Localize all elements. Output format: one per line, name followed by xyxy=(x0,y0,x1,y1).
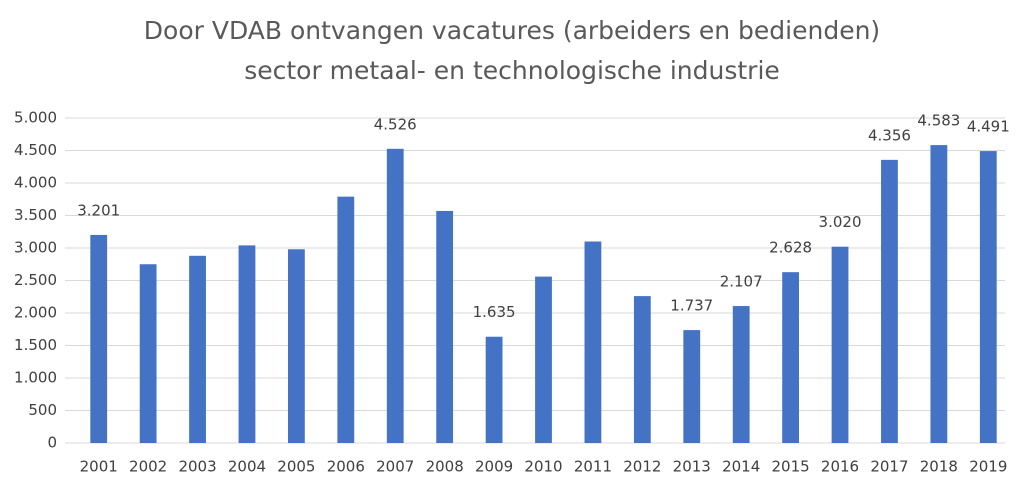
bar xyxy=(881,159,898,444)
bar xyxy=(436,210,454,443)
bar xyxy=(633,296,651,443)
y-tick-label: 3.500 xyxy=(14,206,57,224)
y-tick-label: 2.000 xyxy=(14,304,57,322)
bar xyxy=(683,330,701,443)
data-label: 2.628 xyxy=(769,239,812,257)
chart-subtitle: sector metaal- en technologische industr… xyxy=(244,56,780,85)
x-tick-label: 2002 xyxy=(129,458,167,476)
bar xyxy=(485,336,503,443)
y-tick-label: 1.500 xyxy=(14,336,57,354)
x-tick-label: 2011 xyxy=(574,458,612,476)
chart-title: Door VDAB ontvangen vacatures (arbeiders… xyxy=(144,16,880,45)
x-tick-label: 2019 xyxy=(969,458,1007,476)
bar xyxy=(139,264,157,443)
y-tick-label: 500 xyxy=(28,401,57,419)
x-tick-label: 2008 xyxy=(426,458,464,476)
bar xyxy=(930,145,948,444)
data-label: 1.737 xyxy=(670,297,713,315)
data-label: 2.107 xyxy=(720,273,763,291)
x-tick-label: 2017 xyxy=(870,458,908,476)
y-tick-label: 2.500 xyxy=(14,271,57,289)
x-tick-label: 2014 xyxy=(722,458,760,476)
bar xyxy=(337,196,355,443)
x-tick-label: 2012 xyxy=(623,458,661,476)
y-tick-label: 5.000 xyxy=(14,109,57,127)
data-label: 4.583 xyxy=(917,112,960,130)
x-tick-label: 2007 xyxy=(376,458,414,476)
x-tick-label: 2004 xyxy=(228,458,266,476)
y-tick-label: 0 xyxy=(47,434,57,452)
y-tick-label: 4.500 xyxy=(14,141,57,159)
bar xyxy=(189,255,206,443)
y-tick-label: 3.000 xyxy=(14,239,57,257)
data-label: 3.020 xyxy=(819,213,862,231)
data-label: 4.491 xyxy=(967,118,1010,136)
x-tick-label: 2005 xyxy=(277,458,315,476)
x-tick-label: 2016 xyxy=(821,458,859,476)
x-tick-label: 2006 xyxy=(327,458,365,476)
data-label: 3.201 xyxy=(77,201,120,219)
x-tick-label: 2009 xyxy=(475,458,513,476)
y-tick-label: 1.000 xyxy=(14,369,57,387)
x-tick-label: 2018 xyxy=(920,458,958,476)
bar xyxy=(782,272,800,443)
x-tick-label: 2003 xyxy=(178,458,216,476)
bar xyxy=(238,245,256,443)
x-tick-label: 2001 xyxy=(80,458,118,476)
bar xyxy=(584,241,602,443)
bar xyxy=(831,246,849,443)
bar xyxy=(535,276,552,443)
data-label: 1.635 xyxy=(473,303,516,321)
bar xyxy=(386,148,404,443)
x-tick-label: 2010 xyxy=(524,458,562,476)
bar xyxy=(287,249,305,443)
y-tick-label: 4.000 xyxy=(14,174,57,192)
bar xyxy=(732,306,750,443)
bar xyxy=(979,151,997,443)
data-label: 4.526 xyxy=(374,115,417,133)
bar xyxy=(90,234,108,443)
x-tick-label: 2015 xyxy=(772,458,810,476)
x-tick-label: 2013 xyxy=(673,458,711,476)
data-label: 4.356 xyxy=(868,126,911,144)
